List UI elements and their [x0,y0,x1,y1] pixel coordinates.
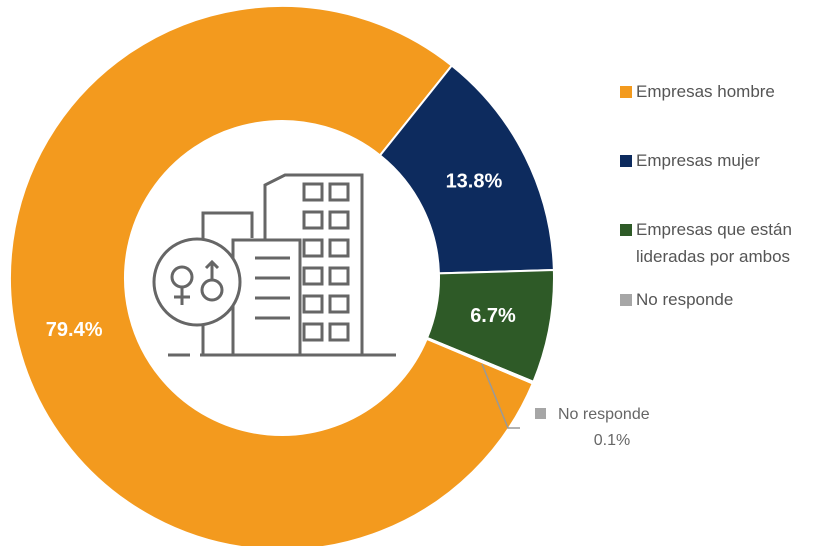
slice [9,5,535,546]
legend-label: No responde [636,290,734,309]
legend-item: Empresas que están lideradas por ambos [620,216,815,270]
callout-name: No responde [558,406,650,423]
callout-line [481,363,520,429]
legend-item: No responde [620,286,815,313]
labels: 79.4% 13.8% 6.7% No responde 0.1% [46,171,650,450]
legend-label: Empresas que están lideradas por ambos [636,220,792,266]
data-label: 13.8% [446,171,503,193]
center-icon [152,173,396,357]
data-label: 79.4% [46,319,103,341]
legend-swatch [620,224,632,236]
legend-item: Empresas hombre [620,78,815,105]
data-label: 6.7% [470,305,516,327]
callout-value: 0.1% [594,432,630,449]
legend-swatch [620,86,632,98]
callout-swatch [535,408,546,419]
legend-swatch [620,294,632,306]
legend-label: Empresas mujer [636,151,760,170]
legend-label: Empresas hombre [636,82,775,101]
legend: Empresas hombre Empresas mujer Empresas qu… [620,78,815,355]
legend-item: Empresas mujer [620,147,815,174]
legend-swatch [620,155,632,167]
slice [425,336,535,385]
